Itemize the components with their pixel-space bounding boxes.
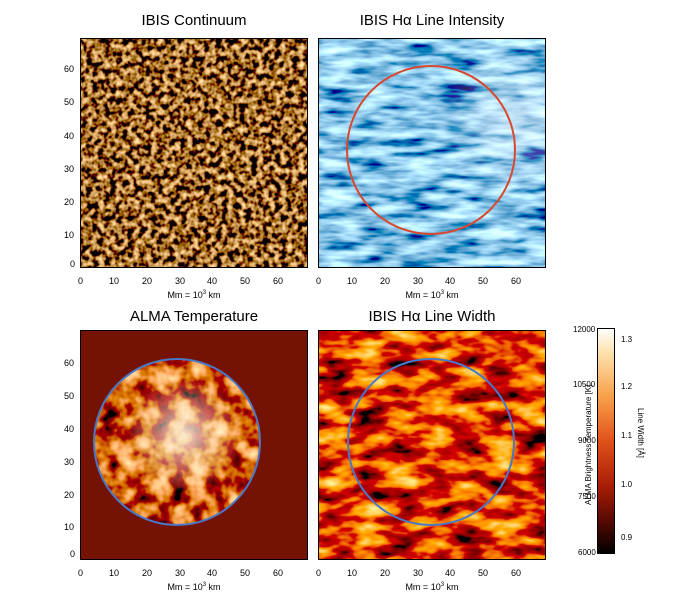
x-tick: 0 <box>316 276 322 286</box>
x-axis-label: Mm = 103 km <box>167 290 221 300</box>
x-tick: 50 <box>478 276 489 286</box>
x-tick: 30 <box>413 568 424 578</box>
x-tick: 0 <box>78 276 84 286</box>
halpha-width-image <box>318 330 546 560</box>
y-tick: 10 <box>64 522 75 532</box>
colorbar <box>597 328 615 554</box>
y-tick: 60 <box>64 64 75 74</box>
x-tick: 60 <box>511 276 522 286</box>
halpha-intensity-image <box>318 38 546 268</box>
y-tick: 40 <box>64 131 75 141</box>
x-axis-label: Mm = 103 km <box>405 582 459 592</box>
x-tick: 50 <box>240 568 251 578</box>
colorbar-tick: 1.0 <box>621 480 633 489</box>
colorbar-tick: 12000 <box>573 325 596 334</box>
colorbar-tick: 7500 <box>578 492 596 501</box>
x-tick: 60 <box>273 276 284 286</box>
colorbar-left-label: ALMA Brightness Temperature [K] <box>584 384 593 505</box>
x-axis-label: Mm = 103 km <box>167 582 221 592</box>
x-tick: 0 <box>316 568 322 578</box>
colorbar-tick: 0.9 <box>621 533 633 542</box>
x-tick: 40 <box>445 568 456 578</box>
field-of-view-circle-blue <box>347 358 515 526</box>
y-tick: 10 <box>64 230 75 240</box>
x-tick: 40 <box>207 568 218 578</box>
panel-title-alma: ALMA Temperature <box>129 308 259 325</box>
panel-title-continuum: IBIS Continuum <box>141 12 247 29</box>
colorbar-tick: 10500 <box>573 380 596 389</box>
continuum-image <box>80 38 308 268</box>
x-tick: 30 <box>175 568 186 578</box>
y-tick: 50 <box>64 391 75 401</box>
panel-title-halpha-width: IBIS Hα Line Width <box>368 308 496 325</box>
panel-title-halpha-intensity: IBIS Hα Line Intensity <box>359 12 505 29</box>
x-tick: 0 <box>78 568 84 578</box>
x-tick: 40 <box>207 276 218 286</box>
x-tick: 10 <box>109 276 120 286</box>
colorbar-tick: 9000 <box>578 436 596 445</box>
x-tick: 20 <box>142 276 153 286</box>
alma-temperature-image <box>80 330 308 560</box>
x-tick: 20 <box>380 276 391 286</box>
x-tick: 10 <box>109 568 120 578</box>
colorbar-tick: 6000 <box>578 548 596 557</box>
field-of-view-circle-blue <box>93 358 261 526</box>
colorbar-tick: 1.3 <box>621 335 633 344</box>
x-tick: 10 <box>347 276 358 286</box>
y-tick: 0 <box>70 259 76 269</box>
x-axis-label: Mm = 103 km <box>405 290 459 300</box>
y-tick: 60 <box>64 358 75 368</box>
colorbar-tick: 1.1 <box>621 431 633 440</box>
x-tick: 50 <box>240 276 251 286</box>
y-tick: 0 <box>70 549 76 559</box>
x-tick: 10 <box>347 568 358 578</box>
y-tick: 20 <box>64 197 75 207</box>
x-tick: 50 <box>478 568 489 578</box>
x-tick: 30 <box>175 276 186 286</box>
x-tick: 20 <box>142 568 153 578</box>
x-tick: 30 <box>413 276 424 286</box>
x-tick: 60 <box>273 568 284 578</box>
y-tick: 20 <box>64 490 75 500</box>
y-tick: 40 <box>64 424 75 434</box>
y-tick: 30 <box>64 164 75 174</box>
y-tick: 50 <box>64 97 75 107</box>
x-tick: 40 <box>445 276 456 286</box>
y-tick: 30 <box>64 457 75 467</box>
field-of-view-circle-red <box>346 65 516 235</box>
colorbar-right-label: Line Width [Å] <box>636 408 645 458</box>
x-tick: 20 <box>380 568 391 578</box>
x-tick: 60 <box>511 568 522 578</box>
colorbar-tick: 1.2 <box>621 382 633 391</box>
